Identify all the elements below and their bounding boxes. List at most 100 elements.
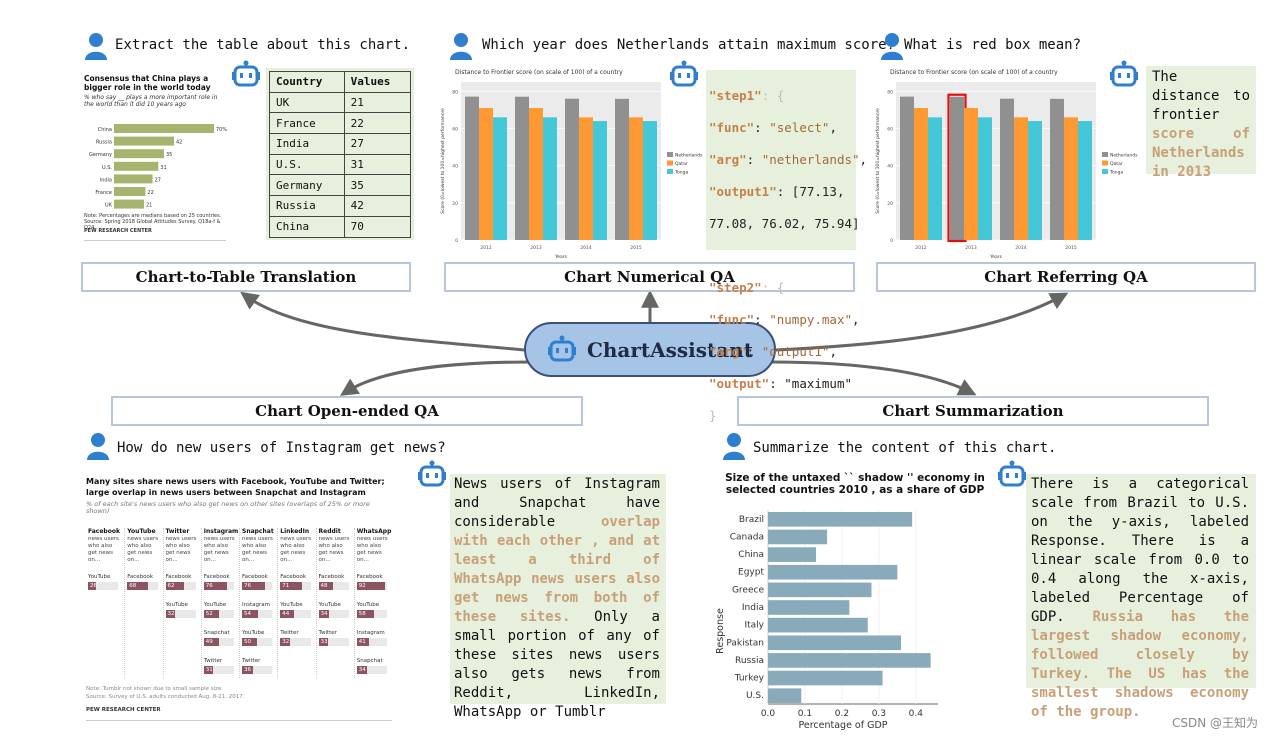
bar xyxy=(768,600,850,615)
overlap-site: Instagram xyxy=(242,602,270,608)
overlap-bar xyxy=(165,582,185,590)
bar-value-label: 22 xyxy=(147,190,153,196)
table-row: Russia 42 xyxy=(269,195,412,217)
overlap-bar-track: 48 xyxy=(318,582,349,590)
bar xyxy=(914,108,928,240)
overlap-value: 76 xyxy=(205,583,213,589)
column-subtitle: news users who also get news on... xyxy=(318,536,350,563)
arrow-to-summ xyxy=(769,360,977,396)
arrow-to-table xyxy=(240,291,525,352)
overlap-item: YouTube 52 xyxy=(203,602,234,618)
bar xyxy=(768,582,872,598)
overlap-value: 76 xyxy=(244,583,251,589)
answer-open: News users of Instagram and Snapchat hav… xyxy=(454,475,660,722)
bar xyxy=(114,136,174,146)
chart-source: PEW RESEARCH CENTER xyxy=(86,707,161,713)
table-header-row: Country Values xyxy=(269,71,412,93)
bar xyxy=(114,199,144,209)
overlap-site: Twitter xyxy=(242,658,261,664)
column-subtitle: news users who also get news on... xyxy=(88,536,119,563)
question-table: Extract the table about this chart. xyxy=(115,37,411,53)
overlap-bar xyxy=(280,582,302,590)
overlap-item: Instagram 54 xyxy=(242,602,273,618)
overlap-site: YouTube xyxy=(203,602,227,608)
bar xyxy=(543,117,557,240)
user-icon xyxy=(87,433,109,460)
y-tick-label: Egypt xyxy=(738,568,764,578)
bar xyxy=(900,96,914,240)
x-tick-label: 2012 xyxy=(480,245,492,251)
overlap-bar-track: 52 xyxy=(203,610,234,618)
overlap-item: YouTube 50 xyxy=(242,630,273,646)
overlap-site: Twitter xyxy=(280,630,299,636)
x-axis-label: Years xyxy=(989,254,1003,260)
pew-social-chart: Many sites share news users with Faceboo… xyxy=(86,476,392,515)
overlap-bar-track: 58 xyxy=(356,610,387,618)
x-axis-label: Percentage of GDP xyxy=(798,720,887,730)
overlap-value: 36 xyxy=(244,667,251,673)
chart-source-line: Source: Survey of U.S. adults conducted … xyxy=(86,694,245,700)
legend-swatch xyxy=(1102,169,1108,174)
legend-swatch xyxy=(1102,152,1108,157)
y-tick-label: 20 xyxy=(887,201,893,207)
x-tick-label: 2014 xyxy=(1015,245,1027,251)
table-row: Germany 35 xyxy=(269,174,412,197)
answer-highlight: score of Netherlands in 2013 xyxy=(1152,126,1250,180)
y-tick-label: Italy xyxy=(744,621,764,631)
column-title: Reddit xyxy=(318,528,341,535)
y-tick-label: 0 xyxy=(890,238,893,244)
overlap-item: Twitter 33 xyxy=(318,630,349,646)
overlap-item: Snapchat 34 xyxy=(356,658,387,674)
overlap-bar-track: 62 xyxy=(165,582,196,590)
bar xyxy=(579,117,593,240)
legend-label: Tonga xyxy=(1109,170,1123,176)
overlap-value: 68 xyxy=(129,583,137,589)
bar-value-label: 27 xyxy=(155,177,161,183)
overlap-bar-track: 32 xyxy=(280,638,311,646)
center-label: ChartAssistant xyxy=(586,337,754,362)
overlap-value: 41 xyxy=(358,639,366,645)
overlap-site: Facebook xyxy=(318,574,345,580)
chart-title: Distance to Frontier score (on scale of … xyxy=(890,69,1058,76)
overlap-site: YouTube xyxy=(318,602,341,608)
bar xyxy=(1078,121,1092,240)
question-openqa: How do new users of Instagram get news? xyxy=(117,440,446,456)
divider xyxy=(86,720,392,721)
arrow-to-refqa xyxy=(775,292,1069,352)
overlap-value: 62 xyxy=(167,583,175,589)
overlap-item: YouTube 34 xyxy=(318,602,349,618)
overlap-bar xyxy=(242,582,265,590)
overlap-bar xyxy=(203,610,220,618)
overlap-item: Facebook 68 xyxy=(127,574,158,590)
user-icon xyxy=(450,33,472,60)
json-value: [77.13, xyxy=(791,184,845,199)
overlap-site: YouTube xyxy=(242,630,265,636)
bar xyxy=(593,121,607,240)
overlap-site: YouTube xyxy=(165,602,188,608)
bar-value-label: 35 xyxy=(166,152,172,158)
y-tick-label: 40 xyxy=(887,164,893,170)
y-axis-label: Response xyxy=(715,608,726,654)
bar xyxy=(768,529,828,545)
json-key: "output" xyxy=(709,376,770,391)
answer-text: News users of Instagram and Snapchat hav… xyxy=(454,476,660,530)
overlap-item: Snapchat 49 xyxy=(203,630,234,646)
overlap-site: YouTube xyxy=(88,574,111,580)
bar xyxy=(978,117,992,240)
bar xyxy=(629,117,643,240)
json-value: "output1" xyxy=(761,344,830,359)
y-tick-label: 60 xyxy=(452,126,458,132)
social-column: LinkedIn news users who also get news on.… xyxy=(277,528,311,678)
overlap-item: Twitter 31 xyxy=(203,658,234,674)
bar xyxy=(768,547,817,562)
chart-note: Note: Percentages are medians based on 2… xyxy=(84,213,222,231)
overlap-bar xyxy=(203,582,227,590)
bar xyxy=(1028,121,1042,240)
overlap-value: 32 xyxy=(167,611,175,617)
legend-label: Qatar xyxy=(675,161,688,167)
x-tick-label: 0.0 xyxy=(761,709,776,719)
legend-swatch xyxy=(667,152,673,157)
overlap-value: 52 xyxy=(205,611,213,617)
bar xyxy=(114,149,164,159)
x-tick-label: 0.2 xyxy=(835,709,849,719)
